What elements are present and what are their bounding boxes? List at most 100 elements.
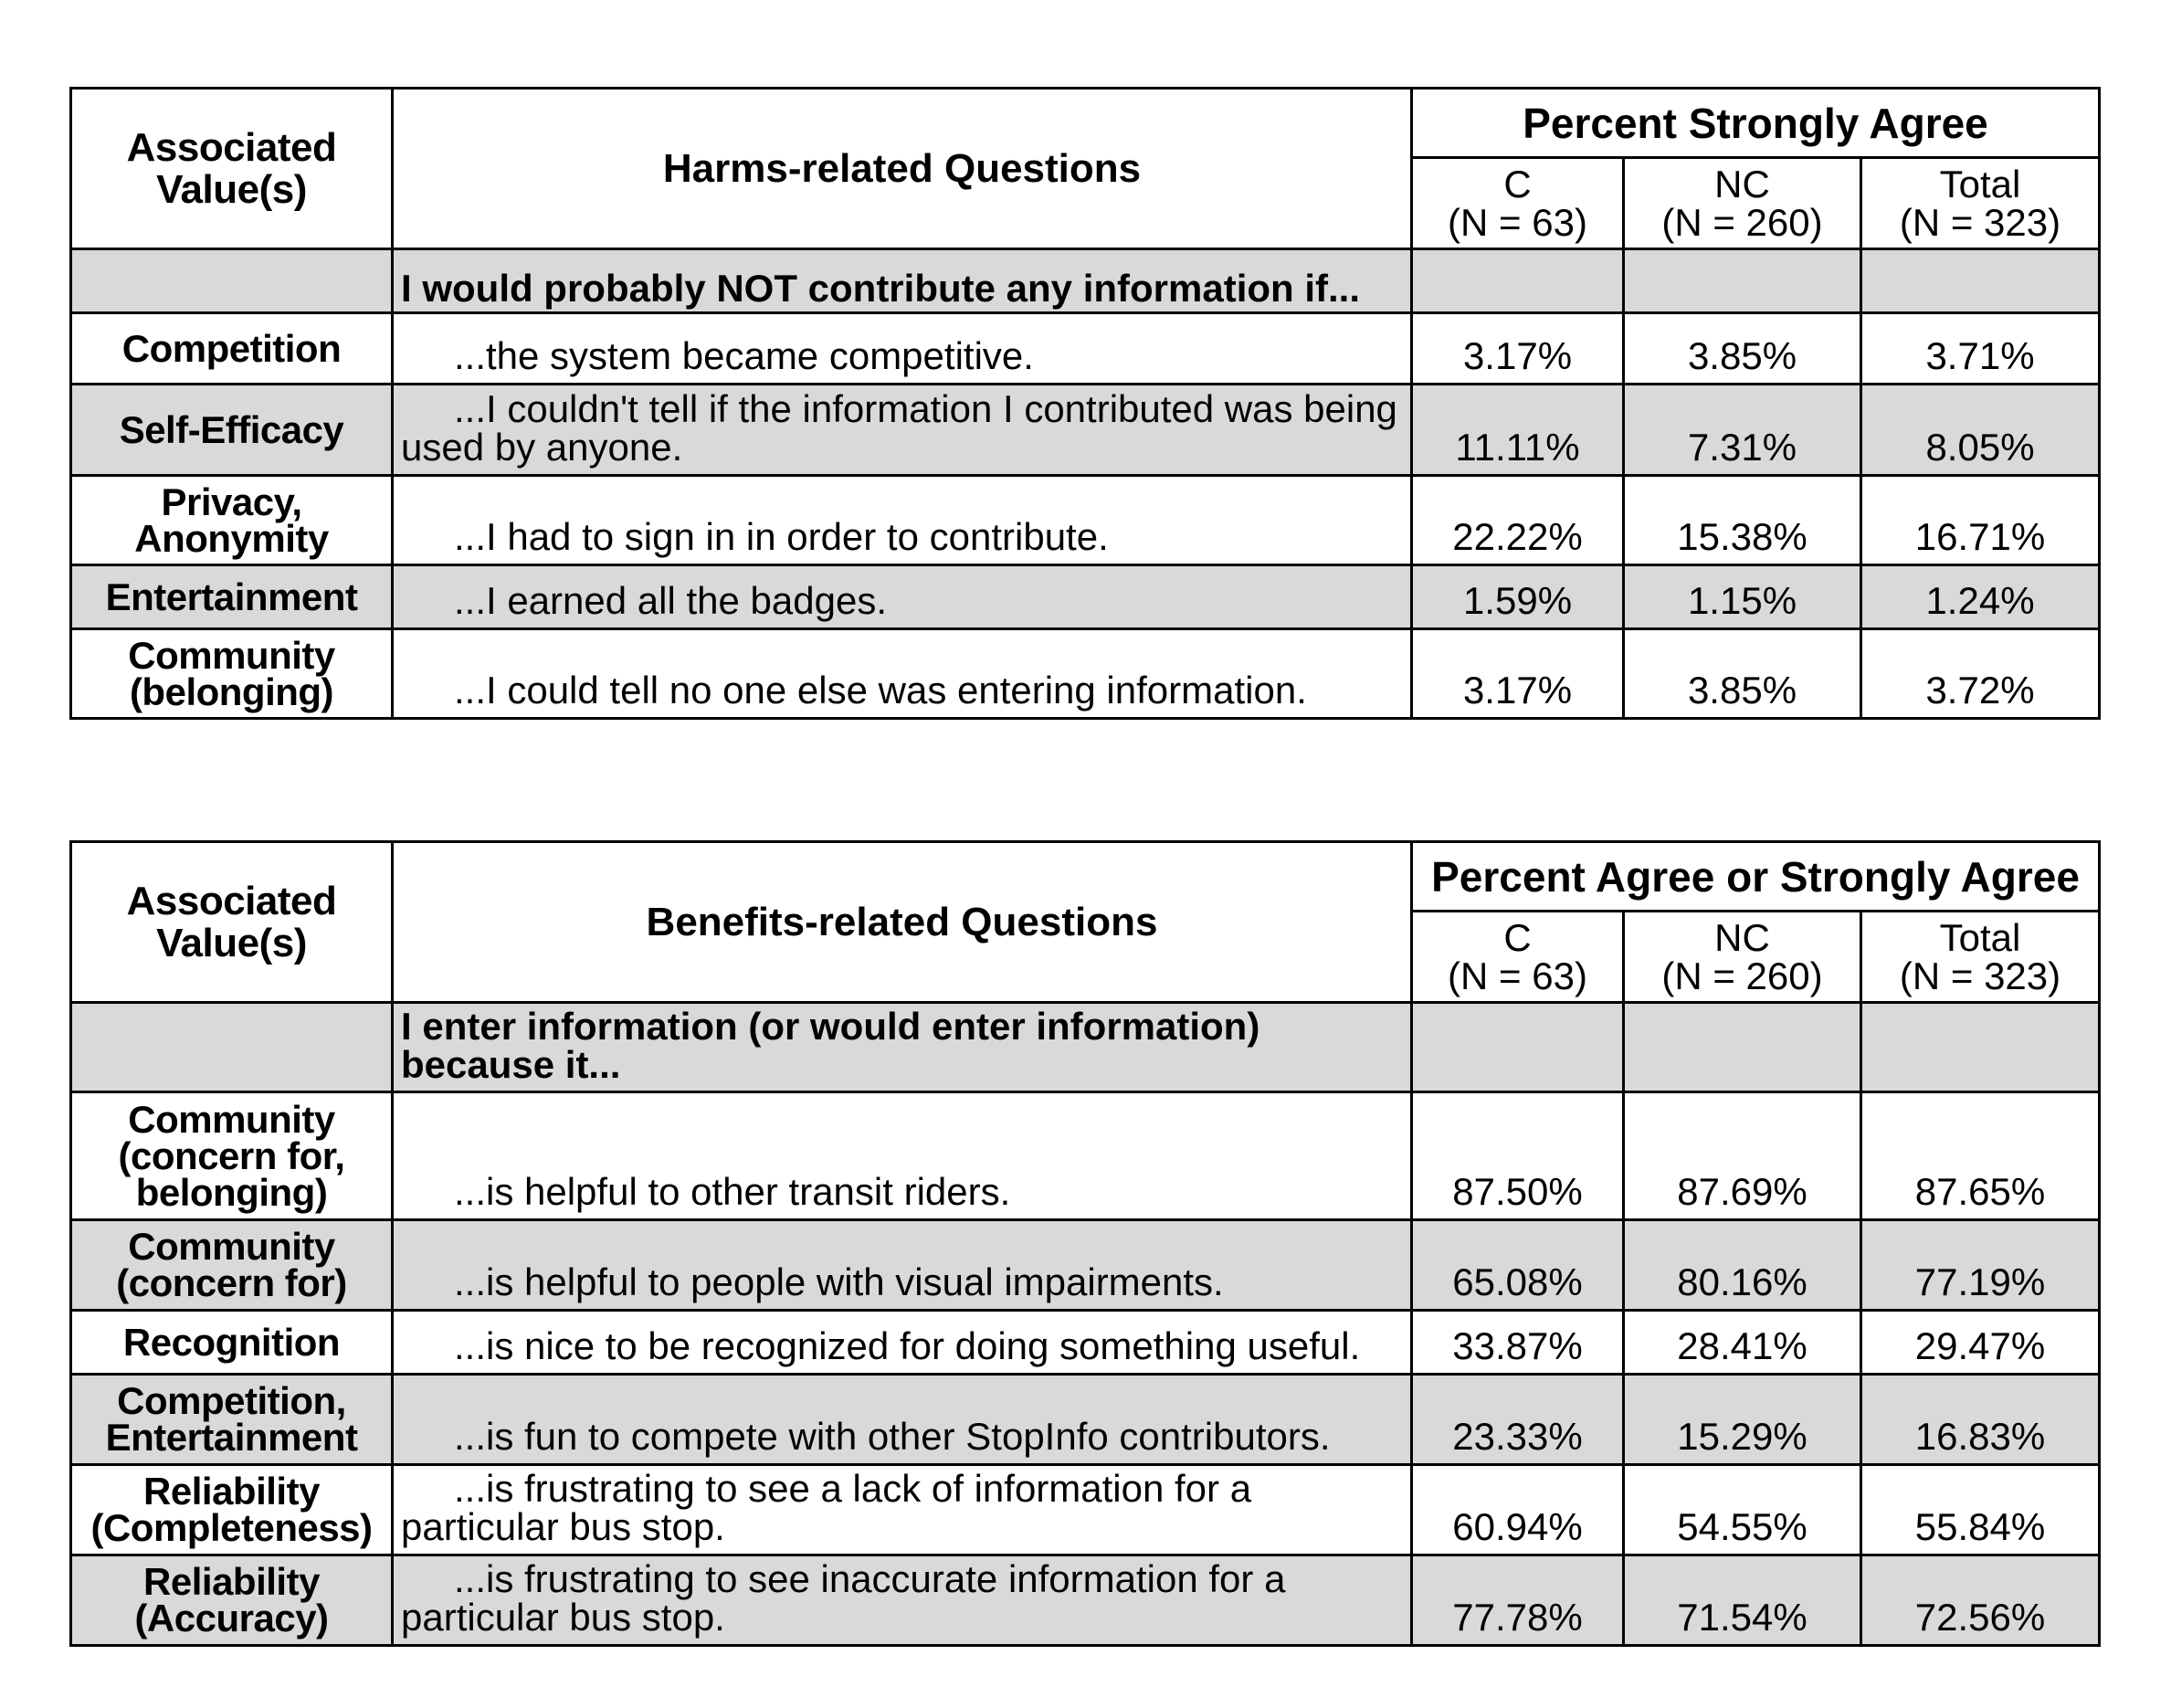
value-nc: 80.16% — [1622, 1218, 1862, 1312]
associated-value: Community (belonging) — [69, 627, 394, 720]
question-text: ...I earned all the badges. — [391, 564, 1413, 630]
table-row: Recognition ...is nice to be recognized … — [69, 1309, 2102, 1376]
value-c: 33.87% — [1410, 1309, 1625, 1376]
col-header-group: Total — [1939, 162, 2021, 206]
col-header-total: Total (N = 323) — [1860, 156, 2101, 250]
question-text: ...is helpful to other transit riders. — [391, 1091, 1413, 1221]
intro-row: I enter information (or would enter info… — [69, 1001, 2102, 1093]
associated-value: Entertainment — [69, 564, 394, 630]
associated-value: Community (concern for) — [69, 1218, 394, 1312]
table-row: Competition ...the system became competi… — [69, 311, 2101, 385]
question-text: ...is frustrating to see a lack of infor… — [391, 1463, 1413, 1556]
value-total: 16.71% — [1860, 474, 2101, 566]
value-c: 60.94% — [1410, 1463, 1625, 1556]
question-text: ...the system became competitive. — [391, 311, 1413, 385]
question-header: Harms-related Questions — [391, 87, 1413, 250]
table-row: Reliability (Completeness) ...is frustra… — [69, 1463, 2102, 1556]
col-header-n: (N = 323) — [1899, 200, 2061, 244]
value-total: 55.84% — [1859, 1463, 2102, 1556]
table-row: Community (concern for) ...is helpful to… — [69, 1218, 2102, 1312]
associated-value: Competition, Entertainment — [69, 1373, 394, 1466]
table-row: Community (concern for, belonging) ...is… — [69, 1091, 2102, 1221]
percent-header: Percent Strongly Agree — [1410, 87, 2101, 159]
question-text: ...is nice to be recognized for doing so… — [391, 1309, 1413, 1376]
question-header: Benefits-related Questions — [391, 840, 1413, 1004]
value-nc: 7.31% — [1622, 383, 1862, 477]
col-header-n: (N = 260) — [1661, 200, 1823, 244]
value-total: 77.19% — [1859, 1218, 2102, 1312]
question-text: ...I had to sign in in order to contribu… — [391, 474, 1413, 566]
col-header-group: Total — [1939, 915, 2021, 959]
intro-empty-cell — [1622, 1001, 1862, 1093]
value-c: 11.11% — [1410, 383, 1625, 477]
intro-empty-cell — [1859, 1001, 2102, 1093]
col-header-n: (N = 63) — [1448, 200, 1587, 244]
value-total: 8.05% — [1860, 383, 2101, 477]
value-total: 72.56% — [1859, 1554, 2102, 1647]
value-nc: 3.85% — [1622, 311, 1862, 385]
harms-table: Associated Value(s) Harms-related Questi… — [69, 87, 2101, 720]
question-text: ...is fun to compete with other StopInfo… — [391, 1373, 1413, 1466]
intro-empty-cell — [1622, 248, 1862, 314]
value-c: 1.59% — [1410, 564, 1625, 630]
col-header-n: (N = 63) — [1448, 954, 1587, 997]
col-header-c: C (N = 63) — [1410, 910, 1625, 1004]
value-total: 3.71% — [1860, 311, 2101, 385]
value-header: Associated Value(s) — [69, 840, 394, 1004]
col-header-group: NC — [1714, 915, 1770, 959]
value-nc: 28.41% — [1622, 1309, 1862, 1376]
col-header-nc: NC (N = 260) — [1622, 156, 1862, 250]
value-nc: 3.85% — [1622, 627, 1862, 720]
value-total: 29.47% — [1859, 1309, 2102, 1376]
value-nc: 71.54% — [1622, 1554, 1862, 1647]
associated-value: Reliability (Accuracy) — [69, 1554, 394, 1647]
value-nc: 54.55% — [1622, 1463, 1862, 1556]
table-row: Self-Efficacy ...I couldn't tell if the … — [69, 383, 2101, 477]
question-text: ...is frustrating to see inaccurate info… — [391, 1554, 1413, 1647]
question-text: ...is helpful to people with visual impa… — [391, 1218, 1413, 1312]
value-c: 87.50% — [1410, 1091, 1625, 1221]
value-total: 1.24% — [1860, 564, 2101, 630]
table-row: Entertainment ...I earned all the badges… — [69, 564, 2101, 630]
associated-value: Self-Efficacy — [69, 383, 394, 477]
question-text: ...I could tell no one else was entering… — [391, 627, 1413, 720]
value-c: 3.17% — [1410, 311, 1625, 385]
intro-value-cell — [69, 248, 394, 314]
associated-value: Reliability (Completeness) — [69, 1463, 394, 1556]
col-header-n: (N = 323) — [1899, 954, 2061, 997]
intro-text: I enter information (or would enter info… — [391, 1001, 1413, 1093]
value-c: 77.78% — [1410, 1554, 1625, 1647]
col-header-total: Total (N = 323) — [1859, 910, 2102, 1004]
col-header-group: C — [1503, 162, 1532, 206]
intro-empty-cell — [1410, 248, 1625, 314]
value-total: 16.83% — [1859, 1373, 2102, 1466]
col-header-group: C — [1503, 915, 1532, 959]
intro-row: I would probably NOT contribute any info… — [69, 248, 2101, 314]
value-c: 22.22% — [1410, 474, 1625, 566]
col-header-c: C (N = 63) — [1410, 156, 1625, 250]
value-nc: 1.15% — [1622, 564, 1862, 630]
value-nc: 15.29% — [1622, 1373, 1862, 1466]
value-nc: 15.38% — [1622, 474, 1862, 566]
associated-value: Community (concern for, belonging) — [69, 1091, 394, 1221]
table-row: Privacy, Anonymity ...I had to sign in i… — [69, 474, 2101, 566]
col-header-n: (N = 260) — [1661, 954, 1823, 997]
intro-text: I would probably NOT contribute any info… — [391, 248, 1413, 314]
value-total: 3.72% — [1860, 627, 2101, 720]
value-c: 65.08% — [1410, 1218, 1625, 1312]
value-nc: 87.69% — [1622, 1091, 1862, 1221]
question-text: ...I couldn't tell if the information I … — [391, 383, 1413, 477]
value-header: Associated Value(s) — [69, 87, 394, 250]
value-c: 3.17% — [1410, 627, 1625, 720]
value-total: 87.65% — [1859, 1091, 2102, 1221]
table-row: Competition, Entertainment ...is fun to … — [69, 1373, 2102, 1466]
table-row: Community (belonging) ...I could tell no… — [69, 627, 2101, 720]
value-c: 23.33% — [1410, 1373, 1625, 1466]
intro-empty-cell — [1860, 248, 2101, 314]
associated-value: Privacy, Anonymity — [69, 474, 394, 566]
col-header-nc: NC (N = 260) — [1622, 910, 1862, 1004]
associated-value: Recognition — [69, 1309, 394, 1376]
table-row: Reliability (Accuracy) ...is frustrating… — [69, 1554, 2102, 1647]
intro-empty-cell — [1410, 1001, 1625, 1093]
intro-value-cell — [69, 1001, 394, 1093]
